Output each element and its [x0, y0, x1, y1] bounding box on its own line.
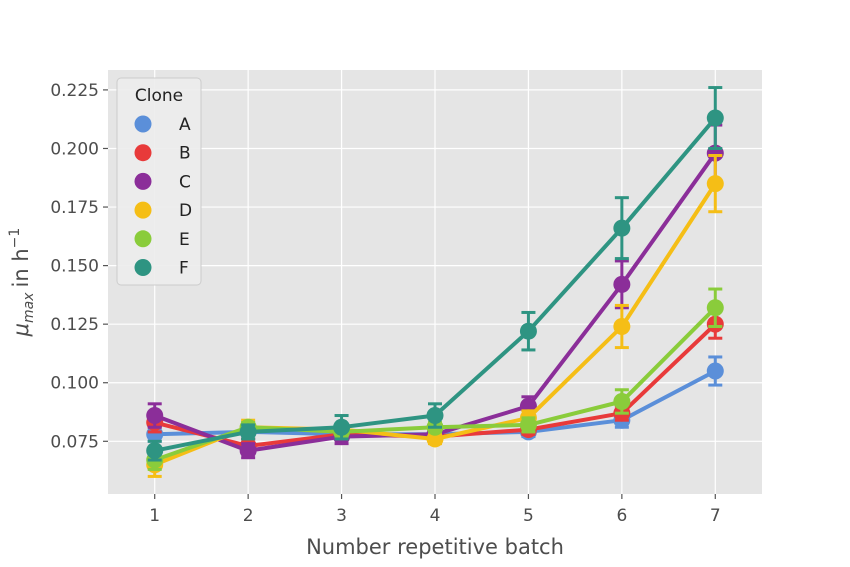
y-tick-label: 0.200 — [50, 139, 99, 159]
legend-marker-c — [134, 172, 152, 190]
legend-marker-b — [134, 144, 152, 162]
legend-label-b: B — [179, 144, 191, 164]
y-tick-label: 0.175 — [50, 198, 99, 218]
series-f — [146, 86, 724, 462]
x-tick-label: 3 — [336, 506, 347, 526]
legend-marker-e — [134, 230, 152, 248]
data-point-d — [706, 175, 724, 193]
legend-label-e: E — [179, 230, 190, 250]
legend-label-c: C — [179, 172, 191, 192]
data-point-c — [146, 407, 164, 425]
data-point-d — [613, 318, 631, 336]
y-tick-label: 0.125 — [50, 315, 99, 335]
legend-title: Clone — [135, 86, 183, 106]
data-point-f — [146, 442, 164, 460]
legend-marker-f — [134, 259, 152, 276]
data-point-c — [613, 275, 631, 293]
data-point-a — [706, 362, 724, 380]
x-tick-label: 4 — [430, 506, 441, 526]
x-axis-label: Number repetitive batch — [306, 535, 564, 559]
data-point-d — [426, 430, 444, 448]
legend-marker-d — [134, 201, 152, 219]
x-tick-label: 1 — [149, 506, 160, 526]
data-point-e — [613, 392, 631, 410]
x-tick-label: 6 — [616, 506, 627, 526]
data-point-f — [426, 407, 444, 425]
y-axis-label-symbol: μ — [9, 323, 33, 337]
y-tick-label: 0.075 — [50, 432, 99, 452]
x-tick-label: 7 — [710, 506, 721, 526]
legend-label-a: A — [179, 115, 191, 135]
data-point-f — [706, 109, 724, 127]
legend-marker-a — [134, 115, 152, 133]
data-point-f — [613, 219, 631, 237]
y-axis-label: μmax in h−1 — [7, 228, 37, 338]
series-layer — [146, 86, 724, 478]
y-axis-label-subscript: max — [21, 292, 37, 323]
data-point-e — [519, 416, 537, 434]
data-point-a — [146, 425, 164, 443]
y-tick-label: 0.100 — [50, 374, 99, 394]
ticks: 0.075 0.100 0.125 0.150 0.175 0.200 0.225 1 2 3 4 5… — [50, 81, 720, 526]
x-tick-label: 5 — [523, 506, 534, 526]
data-point-c — [239, 442, 257, 460]
y-tick-label: 0.225 — [50, 81, 99, 101]
y-tick-label: 0.150 — [50, 257, 99, 277]
x-tick-label: 2 — [243, 506, 254, 526]
y-axis-label-unit: in h — [9, 248, 33, 287]
data-point-e — [706, 299, 724, 317]
y-axis-label-superscript: −1 — [7, 228, 23, 249]
data-point-f — [519, 322, 537, 340]
data-point-f — [333, 418, 351, 436]
legend-label-f: F — [179, 259, 189, 279]
legend-label-d: D — [179, 201, 192, 221]
data-point-f — [239, 423, 257, 441]
